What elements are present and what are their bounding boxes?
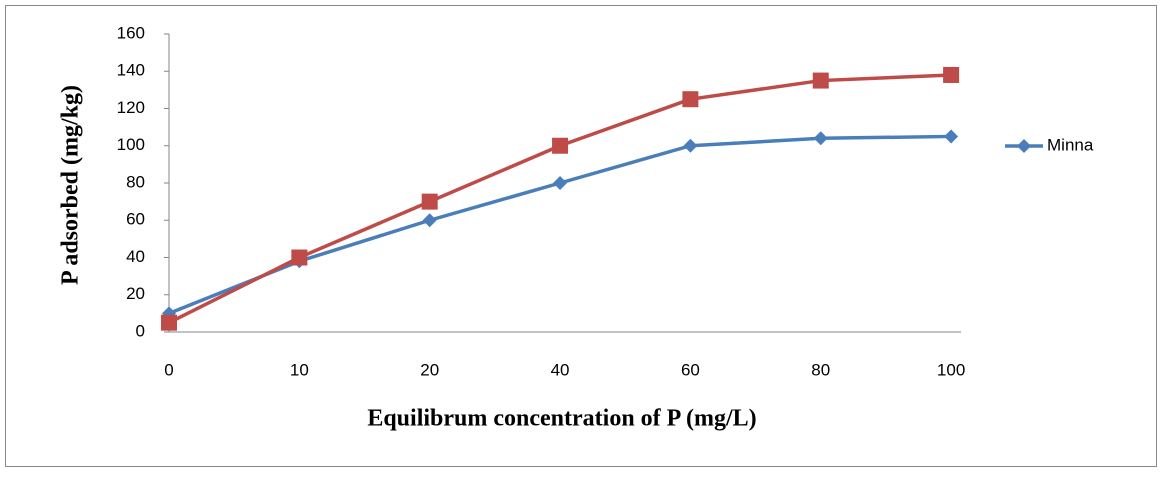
- x-tick-label: 100: [937, 360, 965, 379]
- x-tick-label: 60: [681, 360, 700, 379]
- point-marker: [944, 129, 959, 144]
- legend-marker: [1017, 139, 1031, 153]
- y-tick-label: 160: [117, 23, 145, 42]
- point-marker: [812, 72, 829, 89]
- point-marker: [421, 193, 438, 210]
- x-tick-label: 80: [811, 360, 830, 379]
- chart-frame: [5, 5, 1157, 467]
- point-marker: [552, 137, 569, 154]
- y-tick-label: 40: [126, 247, 145, 266]
- x-tick-label: 40: [551, 360, 570, 379]
- y-tick-label: 60: [126, 210, 145, 229]
- x-axis-title: Equilibrum concentration of P (mg/L): [367, 406, 756, 432]
- y-axis-title: P adsorbed (mg/kg): [58, 85, 84, 285]
- y-tick-label: 0: [136, 321, 145, 340]
- y-tick-label: 120: [117, 98, 145, 117]
- y-tick-label: 80: [126, 172, 145, 191]
- x-tick-label: 10: [290, 360, 309, 379]
- point-marker: [291, 249, 308, 266]
- point-marker: [943, 66, 960, 83]
- y-tick-label: 140: [117, 61, 145, 80]
- point-marker: [553, 176, 568, 190]
- point-marker: [422, 213, 437, 228]
- x-tick-label: 0: [164, 360, 173, 379]
- x-tick-label: 20: [420, 360, 439, 379]
- y-tick-label: 100: [117, 135, 145, 154]
- point-marker: [682, 91, 699, 108]
- point-marker: [161, 314, 177, 331]
- legend-label: Minna: [1047, 135, 1094, 154]
- point-marker: [683, 138, 698, 153]
- y-tick-label: 20: [126, 284, 145, 303]
- point-marker: [813, 131, 828, 146]
